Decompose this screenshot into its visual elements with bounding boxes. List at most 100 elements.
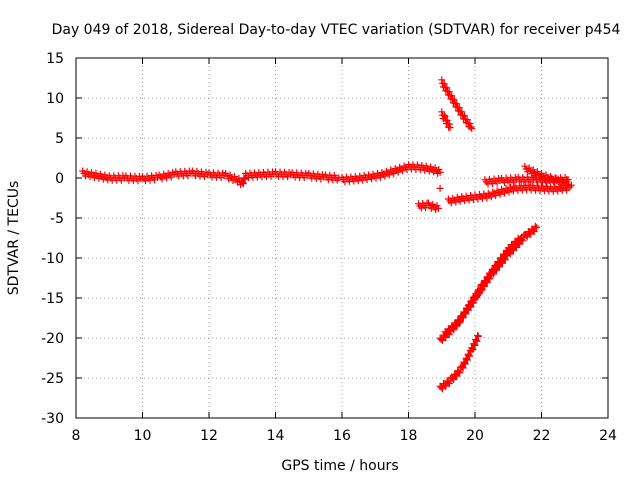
data-point bbox=[438, 76, 446, 84]
data-point bbox=[450, 376, 458, 384]
data-point bbox=[455, 368, 463, 376]
data-point bbox=[513, 240, 521, 248]
data-point bbox=[476, 288, 484, 296]
data-point bbox=[453, 100, 461, 108]
data-point bbox=[498, 255, 506, 263]
data-point bbox=[441, 113, 449, 121]
data-point bbox=[462, 310, 470, 318]
data-point bbox=[381, 172, 389, 180]
y-tick-label: 5 bbox=[55, 131, 64, 147]
data-point bbox=[434, 204, 442, 212]
data-point bbox=[461, 360, 469, 368]
data-point bbox=[470, 295, 478, 302]
x-tick-label: 8 bbox=[72, 428, 81, 444]
y-tick-label: 10 bbox=[46, 91, 64, 107]
chart-title: Day 049 of 2018, Sidereal Day-to-day VTE… bbox=[52, 22, 621, 38]
data-points bbox=[79, 76, 575, 393]
data-point bbox=[553, 177, 561, 185]
data-point bbox=[452, 320, 460, 328]
y-tick-label: -20 bbox=[41, 331, 64, 347]
data-point bbox=[487, 193, 495, 201]
data-point bbox=[450, 96, 458, 104]
data-point bbox=[465, 351, 473, 359]
data-point bbox=[493, 263, 501, 271]
data-point bbox=[390, 169, 398, 177]
data-point bbox=[241, 175, 249, 183]
data-point bbox=[505, 245, 513, 253]
data-point bbox=[484, 274, 492, 282]
data-point bbox=[436, 184, 444, 192]
data-point bbox=[479, 282, 487, 290]
data-point bbox=[458, 108, 466, 116]
data-point bbox=[489, 266, 497, 274]
x-tick-label: 18 bbox=[400, 428, 418, 444]
data-point bbox=[473, 337, 481, 345]
data-point bbox=[440, 80, 448, 88]
data-point bbox=[450, 324, 458, 332]
data-point bbox=[443, 116, 451, 124]
data-point bbox=[495, 259, 503, 267]
data-point bbox=[463, 356, 471, 364]
data-point bbox=[438, 108, 446, 116]
data-point bbox=[501, 252, 509, 260]
data-point bbox=[99, 175, 107, 183]
data-point bbox=[446, 124, 454, 132]
x-tick-label: 12 bbox=[200, 428, 218, 444]
data-point bbox=[485, 275, 493, 283]
data-point bbox=[499, 256, 507, 264]
data-point bbox=[452, 371, 460, 379]
data-point bbox=[444, 378, 452, 386]
data-point bbox=[545, 176, 553, 184]
data-point bbox=[422, 204, 430, 212]
data-point bbox=[550, 178, 558, 186]
data-point bbox=[448, 92, 456, 100]
data-point bbox=[445, 88, 453, 96]
data-point bbox=[510, 243, 518, 251]
data-point bbox=[567, 181, 575, 189]
data-point bbox=[445, 380, 453, 388]
data-point bbox=[460, 112, 468, 120]
data-point bbox=[456, 318, 464, 326]
data-point bbox=[474, 332, 482, 340]
data-point bbox=[461, 309, 469, 317]
y-tick-label: 0 bbox=[55, 171, 64, 187]
data-point bbox=[458, 313, 466, 321]
y-tick-label: 15 bbox=[46, 51, 64, 67]
data-point bbox=[436, 168, 444, 176]
data-point bbox=[482, 279, 490, 287]
data-point bbox=[82, 172, 90, 180]
data-point bbox=[425, 167, 433, 175]
data-point bbox=[440, 111, 448, 119]
data-point bbox=[385, 171, 393, 179]
data-point bbox=[471, 295, 479, 303]
data-point bbox=[437, 335, 445, 343]
data-point bbox=[455, 317, 463, 325]
data-point bbox=[530, 228, 538, 236]
data-point bbox=[473, 291, 481, 299]
data-point bbox=[453, 321, 461, 329]
data-point bbox=[465, 302, 473, 310]
x-tick-label: 10 bbox=[134, 428, 152, 444]
data-point bbox=[399, 167, 407, 175]
data-point bbox=[443, 84, 451, 92]
data-point bbox=[459, 364, 467, 372]
data-point bbox=[466, 303, 474, 311]
data-point bbox=[443, 330, 451, 338]
data-point bbox=[225, 175, 233, 183]
data-point bbox=[468, 298, 476, 306]
x-tick-label: 16 bbox=[333, 428, 351, 444]
data-point bbox=[541, 175, 549, 183]
x-tick-label: 22 bbox=[533, 428, 551, 444]
data-point bbox=[471, 341, 479, 349]
data-point bbox=[509, 242, 517, 250]
data-point bbox=[533, 224, 541, 232]
x-tick-label: 24 bbox=[599, 428, 617, 444]
data-point bbox=[90, 174, 98, 182]
data-point bbox=[490, 267, 498, 275]
data-point bbox=[442, 329, 450, 337]
data-point bbox=[512, 239, 520, 247]
data-point bbox=[468, 124, 476, 132]
plot-frame bbox=[75, 57, 609, 419]
data-point bbox=[456, 369, 464, 377]
